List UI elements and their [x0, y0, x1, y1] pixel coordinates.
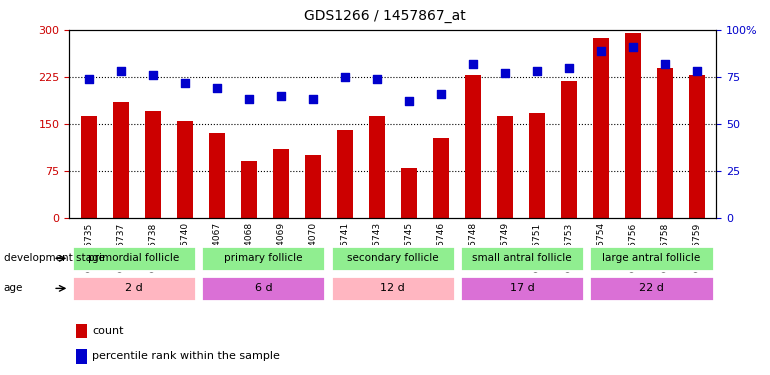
Bar — [201, 276, 326, 300]
Text: primary follicle: primary follicle — [224, 254, 303, 263]
Text: count: count — [92, 326, 123, 336]
Bar — [433, 138, 449, 218]
Point — [179, 80, 191, 86]
Text: age: age — [4, 284, 23, 293]
Bar — [209, 133, 225, 218]
Bar — [657, 68, 673, 218]
Text: small antral follicle: small antral follicle — [472, 254, 572, 263]
Text: 22 d: 22 d — [639, 284, 664, 293]
Bar — [145, 111, 161, 218]
Point — [403, 98, 415, 104]
Text: secondary follicle: secondary follicle — [347, 254, 438, 263]
Bar — [201, 246, 326, 270]
Point — [82, 76, 95, 82]
Bar — [593, 38, 609, 218]
Bar — [112, 102, 129, 218]
Bar — [561, 81, 577, 218]
Point — [210, 85, 223, 91]
Point — [499, 70, 511, 76]
Point — [339, 74, 351, 80]
Point — [370, 76, 383, 82]
Text: 17 d: 17 d — [510, 284, 534, 293]
Text: GDS1266 / 1457867_at: GDS1266 / 1457867_at — [304, 9, 466, 23]
Bar — [240, 161, 256, 218]
Text: large antral follicle: large antral follicle — [602, 254, 701, 263]
Bar — [624, 33, 641, 218]
Bar — [330, 246, 455, 270]
Point — [306, 96, 319, 102]
Point — [467, 61, 479, 67]
Bar — [497, 116, 513, 218]
Point — [115, 68, 127, 74]
Text: development stage: development stage — [4, 254, 105, 263]
Bar — [589, 246, 714, 270]
Bar — [72, 246, 196, 270]
Bar — [689, 75, 705, 217]
Point — [658, 61, 671, 67]
Point — [146, 72, 159, 78]
Bar — [589, 276, 714, 300]
Bar — [75, 324, 88, 338]
Bar — [529, 112, 545, 218]
Point — [627, 44, 639, 50]
Text: percentile rank within the sample: percentile rank within the sample — [92, 351, 280, 361]
Bar — [400, 168, 417, 217]
Point — [274, 93, 286, 99]
Bar — [273, 149, 289, 217]
Bar — [369, 116, 385, 218]
Point — [243, 96, 255, 102]
Point — [691, 68, 703, 74]
Point — [594, 48, 607, 54]
Bar — [465, 75, 480, 217]
Bar — [460, 276, 584, 300]
Text: primordial follicle: primordial follicle — [89, 254, 179, 263]
Text: 2 d: 2 d — [125, 284, 143, 293]
Point — [434, 91, 447, 97]
Point — [531, 68, 543, 74]
Bar — [81, 116, 96, 218]
Point — [563, 64, 575, 70]
Bar — [336, 130, 353, 218]
Bar — [72, 276, 196, 300]
Bar — [460, 246, 584, 270]
Bar — [176, 121, 192, 218]
Bar — [305, 155, 320, 218]
Text: 12 d: 12 d — [380, 284, 405, 293]
Bar — [330, 276, 455, 300]
Text: 6 d: 6 d — [255, 284, 272, 293]
Bar — [75, 349, 88, 364]
